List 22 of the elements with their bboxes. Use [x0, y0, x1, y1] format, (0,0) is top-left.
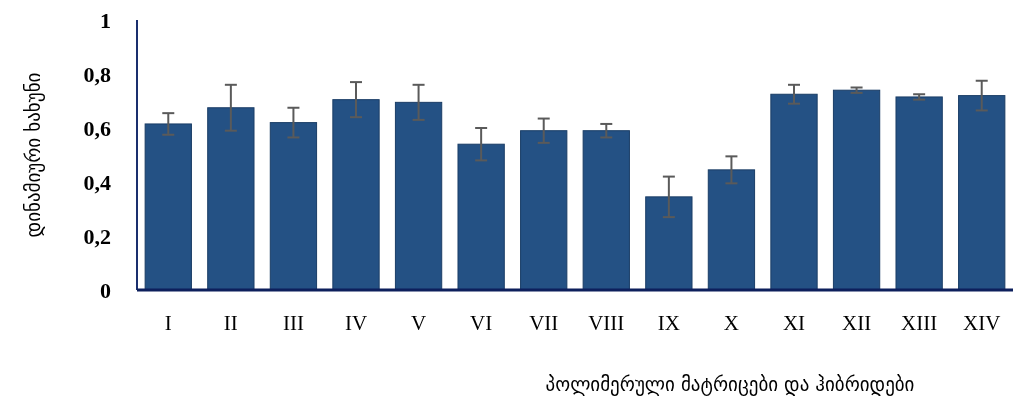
- x-tick-label: III: [282, 311, 304, 335]
- x-tick-label: I: [164, 311, 172, 335]
- y-tick-label: 0,8: [83, 61, 111, 87]
- x-tick-label: VI: [470, 311, 493, 335]
- x-axis-title: პოლიმერული მატრიცები და ჰიბრიდები: [545, 373, 915, 396]
- y-tick-label: 1: [100, 7, 111, 33]
- y-tick-label: 0,4: [83, 169, 111, 195]
- x-tick-label: XI: [782, 311, 806, 335]
- x-tick-label: VIII: [588, 311, 625, 335]
- y-tick-label: 0: [100, 277, 111, 303]
- x-tick-label: IV: [344, 311, 368, 335]
- x-tick-label: V: [410, 311, 427, 335]
- y-tick-label: 0,6: [83, 115, 111, 141]
- x-tick-label: VII: [529, 311, 559, 335]
- x-tick-label: X: [723, 311, 740, 335]
- x-tick-label: XIV: [963, 311, 1001, 335]
- y-axis-title: დინამიური ხახუნი: [22, 72, 45, 238]
- x-tick-label: XIII: [901, 311, 938, 335]
- y-tick-label: 0,2: [83, 223, 111, 249]
- x-tick-label: II: [223, 311, 238, 335]
- x-tick-label: XII: [841, 311, 872, 335]
- x-tick-label: IX: [657, 311, 680, 335]
